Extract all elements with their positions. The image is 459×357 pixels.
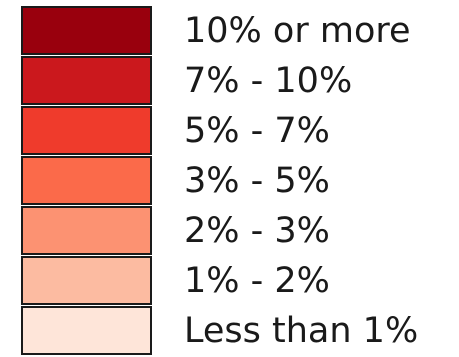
- legend-row: 7% - 10%: [0, 56, 459, 106]
- legend-label: 1% - 2%: [184, 261, 330, 301]
- legend-swatch: [21, 106, 152, 155]
- legend-swatch: [21, 306, 152, 355]
- legend-row: 10% or more: [0, 6, 459, 56]
- legend-row: 2% - 3%: [0, 206, 459, 256]
- legend-label: 3% - 5%: [184, 161, 330, 201]
- legend-swatch: [21, 206, 152, 255]
- legend-row: Less than 1%: [0, 306, 459, 356]
- legend-swatch: [21, 6, 152, 55]
- legend-row: 5% - 7%: [0, 106, 459, 156]
- legend-row: 3% - 5%: [0, 156, 459, 206]
- legend-label: 5% - 7%: [184, 111, 330, 151]
- legend-row: 1% - 2%: [0, 256, 459, 306]
- legend-swatch: [21, 256, 152, 305]
- legend-label: Less than 1%: [184, 311, 419, 351]
- legend-swatch: [21, 56, 152, 105]
- legend-label: 7% - 10%: [184, 61, 353, 101]
- legend-swatch: [21, 156, 152, 205]
- legend-label: 10% or more: [184, 11, 411, 51]
- legend-label: 2% - 3%: [184, 211, 330, 251]
